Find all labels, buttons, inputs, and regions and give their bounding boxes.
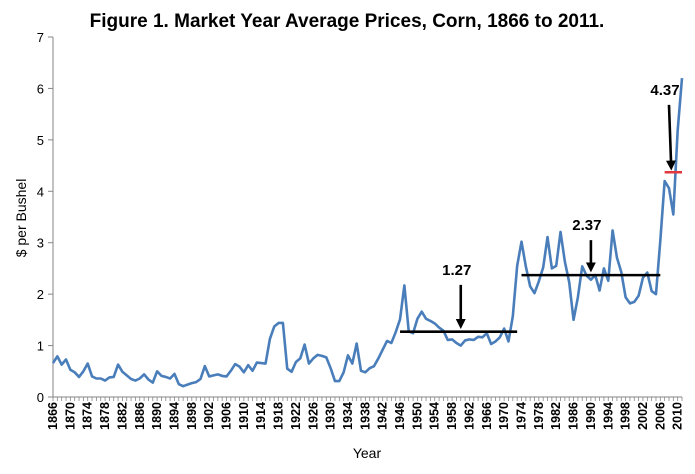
y-tick-label: 6: [37, 81, 44, 96]
x-tick-label: 1986: [567, 402, 581, 430]
x-tick-label: 1954: [428, 402, 442, 430]
x-tick-label: 1870: [63, 402, 77, 430]
x-tick-label: 1938: [358, 402, 372, 430]
x-tick-label: 1982: [549, 402, 563, 430]
x-tick-label: 1970: [497, 402, 511, 430]
x-tick-label: 1890: [150, 402, 164, 430]
y-axis-label: $ per Bushel: [13, 179, 29, 258]
x-tick-label: 1994: [601, 402, 615, 430]
x-tick-label: 1930: [324, 402, 338, 430]
x-tick-label: 1990: [584, 402, 598, 430]
x-tick-label: 2010: [671, 402, 685, 430]
x-tick-label: 1942: [376, 402, 390, 430]
x-tick-label: 1914: [254, 402, 268, 430]
x-tick-label: 1886: [133, 402, 147, 430]
x-tick-label: 1902: [202, 402, 216, 430]
x-tick-label: 1958: [445, 402, 459, 430]
x-tick-label: 1910: [237, 402, 251, 430]
y-tick-label: 0: [37, 390, 44, 405]
y-tick-label: 5: [37, 133, 44, 148]
x-tick-label: 1974: [514, 402, 528, 430]
x-tick-label: 1950: [410, 402, 424, 430]
x-tick-label: 1882: [115, 402, 129, 430]
y-tick-label: 1: [37, 339, 44, 354]
x-tick-label: 1926: [306, 402, 320, 430]
x-tick-label: 1918: [272, 402, 286, 430]
x-tick-label: 1934: [341, 402, 355, 430]
x-tick-label: 2002: [636, 402, 650, 430]
annotation-label-1.27: 1.27: [442, 262, 471, 279]
y-tick-label: 2: [37, 287, 44, 302]
annotation-arrow: [665, 104, 676, 171]
x-tick-label: 1906: [220, 402, 234, 430]
x-tick-label: 1998: [619, 402, 633, 430]
x-tick-label: 1866: [46, 402, 60, 430]
x-tick-label: 1922: [289, 402, 303, 430]
y-tick-label: 7: [37, 30, 44, 45]
x-tick-label: 1878: [98, 402, 112, 430]
x-tick-label: 1946: [393, 402, 407, 430]
x-tick-label: 1962: [462, 402, 476, 430]
y-tick-label: 4: [37, 184, 44, 199]
x-tick-label: 1966: [480, 402, 494, 430]
series-line: [51, 78, 684, 388]
plot-area: 0 1 2 3 4 5 6 7 1866 1870 1874 1878 1882 1886 1890 1894…: [37, 30, 685, 430]
x-axis-label: Year: [353, 445, 382, 461]
x-tick-label: 2006: [653, 402, 667, 430]
annotation-label-2.37: 2.37: [572, 217, 601, 234]
x-tick-label: 1874: [81, 402, 95, 430]
x-tick-label: 1978: [532, 402, 546, 430]
chart-title: Figure 1. Market Year Average Prices, Co…: [90, 11, 605, 32]
annotation-label-4.37: 4.37: [650, 82, 679, 99]
x-tick-label: 1898: [185, 402, 199, 430]
y-tick-label: 3: [37, 236, 44, 251]
x-tick-label: 1894: [167, 402, 181, 430]
